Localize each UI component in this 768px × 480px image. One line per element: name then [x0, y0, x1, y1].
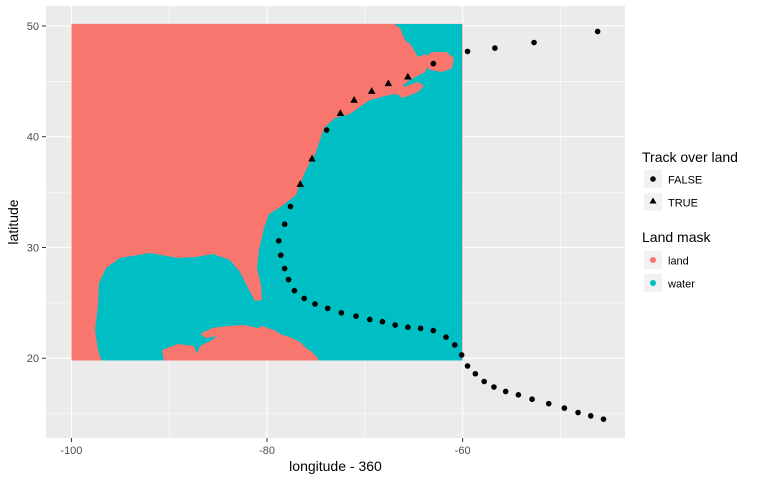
track-point-over-water — [464, 48, 471, 55]
legend-label-water: water — [667, 279, 695, 291]
track-point-over-water — [472, 370, 479, 377]
track-point-over-water — [323, 127, 330, 133]
track-point-over-land — [350, 95, 358, 103]
track-point-over-water — [458, 352, 465, 358]
track-point-over-water — [575, 409, 581, 416]
land-mask-raster — [71, 23, 463, 361]
land-region-jamaica — [162, 344, 198, 361]
legend-label-false: FALSE — [668, 175, 702, 187]
legend-swatch-water — [650, 280, 656, 286]
y-tick-label: 50 — [27, 21, 39, 33]
track-point-over-water — [531, 39, 537, 46]
track-point-over-water — [392, 322, 398, 328]
y-axis-ticks: 20 30 40 50 — [27, 21, 46, 365]
track-points — [275, 28, 607, 422]
track-point-over-water — [301, 295, 308, 302]
track-point-over-water — [481, 378, 487, 385]
track-point-over-water — [291, 287, 298, 294]
x-axis-ticks: -100 -80 -60 — [60, 438, 471, 457]
track-point-over-water — [379, 318, 386, 325]
track-point-over-water — [285, 276, 292, 283]
track-point-over-land — [336, 109, 345, 117]
track-point-over-water — [491, 384, 497, 390]
x-axis-title: longitude - 360 — [289, 458, 382, 474]
legend-title-land-mask: Land mask — [642, 229, 711, 245]
track-point-over-water — [452, 342, 458, 348]
track-point-over-water — [515, 392, 522, 398]
x-tick-label: -100 — [60, 445, 82, 457]
land-region-nova-scotia — [398, 82, 424, 98]
track-point-over-water — [430, 327, 437, 334]
legend-track-over-land: Track over land FALSE TRUE — [642, 149, 738, 211]
land-region-newfoundland — [420, 52, 454, 72]
legend-triangle-icon — [649, 197, 657, 204]
track-point-over-water — [529, 396, 535, 403]
legend-swatch-land — [650, 257, 656, 263]
y-tick-label: 30 — [27, 242, 39, 254]
track-point-over-water — [281, 265, 288, 272]
track-point-over-water — [324, 305, 331, 312]
track-point-over-water — [405, 324, 411, 331]
track-point-over-land — [384, 79, 393, 87]
track-point-over-land — [367, 87, 376, 94]
y-tick-label: 40 — [27, 132, 39, 144]
legend-label-true: TRUE — [668, 198, 698, 210]
y-tick-label: 20 — [27, 353, 39, 365]
track-point-over-water — [587, 413, 594, 419]
track-point-over-water — [287, 203, 294, 210]
water-region-atlantic-gulf — [95, 24, 462, 361]
track-point-over-water — [281, 221, 288, 228]
y-axis-title: latitude — [5, 199, 21, 244]
track-point-over-water — [443, 334, 449, 341]
track-point-over-water — [430, 60, 437, 67]
legend-title-track: Track over land — [642, 149, 738, 165]
track-point-over-water — [338, 310, 345, 316]
track-point-over-water — [502, 388, 509, 395]
track-point-over-water — [417, 325, 424, 332]
track-point-over-water — [277, 252, 284, 259]
track-point-over-water — [312, 301, 318, 307]
track-point-over-water — [366, 316, 373, 323]
track-point-over-land — [404, 72, 412, 80]
track-point-over-water — [561, 405, 568, 411]
x-tick-label: -80 — [259, 445, 275, 457]
track-point-over-water — [600, 416, 607, 422]
track-point-over-water — [545, 400, 552, 407]
track-point-over-water — [594, 28, 601, 35]
legend-land-mask: Land mask land water — [642, 229, 711, 292]
track-point-over-land — [296, 180, 305, 187]
track-point-over-water — [275, 238, 282, 244]
water-region-st-lawrence — [411, 24, 462, 60]
track-point-over-water — [353, 313, 359, 319]
legend-circle-icon — [650, 176, 656, 182]
track-point-over-land — [308, 154, 316, 162]
legend-label-land: land — [668, 256, 689, 268]
x-tick-label: -60 — [455, 445, 471, 457]
track-point-over-water — [492, 45, 498, 51]
land-region-greater-antilles — [200, 325, 318, 361]
track-point-over-water — [464, 363, 471, 369]
